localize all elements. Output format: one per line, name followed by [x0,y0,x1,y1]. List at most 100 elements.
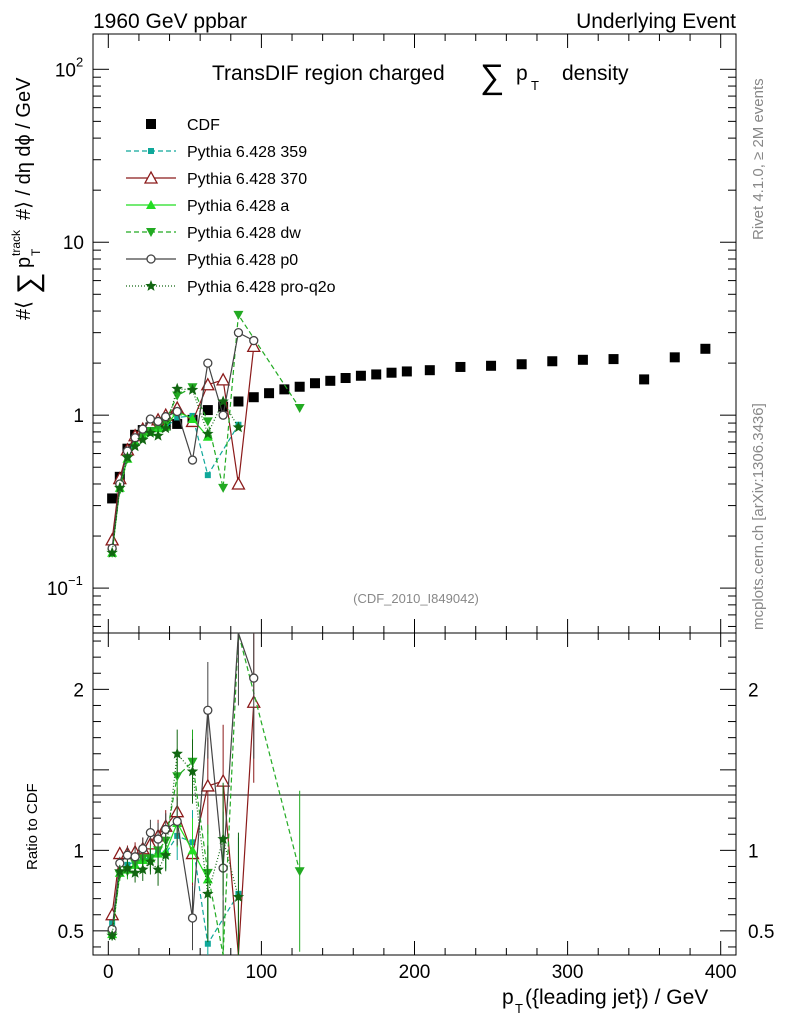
data-point [233,310,244,320]
legend-marker [146,119,156,129]
ratio-line [111,632,301,956]
data-point [172,391,183,401]
data-point [216,372,231,386]
data-point [231,476,246,490]
data-point [401,366,412,377]
ratio-point [217,833,229,844]
ratio-point [152,863,164,875]
ratio-point [187,913,198,923]
title-t-subscript: T [531,78,539,93]
event-type-label: Underlying Event [576,10,736,33]
ratio-point [160,849,172,860]
series-pythia-6-428-359 [109,412,242,547]
data-point [455,361,466,372]
ratio-point [138,844,148,854]
y-axis-label: #⟨ ∑ p T track #⟩ / dη dϕ / GeV [9,77,45,320]
data-point [144,426,157,438]
legend: CDF Pythia 6.428 359 Pythia 6.428 370 Py… [126,117,336,296]
ratio-point [137,863,149,875]
ratio-line [111,702,255,956]
series-pythia-6-428-370 [105,338,261,546]
y-label-track: track [9,229,23,256]
data-point [202,417,213,427]
data-point [172,406,182,417]
data-point [309,378,320,389]
data-point [161,412,171,422]
legend-marker [148,148,154,154]
main-series-layer [105,310,711,558]
x-tick-label-4: 400 [705,962,737,983]
ratio-point [145,827,156,838]
y-label-t: T [29,248,43,256]
ratio-tick-label-right: 2 [748,680,759,701]
legend-label-a: Pythia 6.428 a [187,198,289,215]
ratio-tick-label-left: 2 [73,680,84,701]
x-label-rest: ({leading jet}) / GeV [525,986,708,1009]
data-point [279,384,290,395]
data-point [424,365,435,376]
data-point [608,354,619,365]
ratio-point [122,850,133,860]
data-point [138,424,148,434]
y-tick-label-0.1: 10 −1 [47,573,83,600]
data-point [700,343,711,354]
legend-label-359: Pythia 6.428 359 [187,144,307,161]
ratio-point [204,940,211,947]
data-point [233,328,244,338]
ratio-point [130,852,140,862]
data-point [232,421,245,433]
ratio-point [203,705,213,715]
data-point [187,455,198,465]
data-point [174,414,181,421]
ratio-point [232,891,245,902]
ratio-point [187,845,198,855]
ratio-panel-frame [92,632,737,956]
y-tick-exp: 2 [76,54,83,69]
legend-label-cdf: CDF [187,117,220,134]
data-point [294,381,305,392]
data-point [106,546,118,558]
x-label-p: p [502,986,514,1009]
ratio-point [129,866,141,878]
y-tick-exp: −1 [68,573,83,588]
data-point [171,382,183,394]
data-point [145,414,156,424]
title-density: density [562,62,629,85]
ratio-tick-labels: 0.5 1 2 0.5 1 2 [58,680,775,943]
ratio-point [202,887,214,899]
y-label-open: #⟨ [13,301,35,320]
ratio-point [114,865,126,877]
legend-marker [146,228,156,237]
data-point [152,429,164,441]
y-label-sum: ∑ [12,273,45,294]
data-point [218,483,229,493]
ratio-tick-label-left: 0.5 [58,922,84,943]
ratio-tick-label-right: 0.5 [748,922,774,943]
legend-label-pro-q2o: Pythia 6.428 pro-q2o [187,279,336,296]
ratio-point [186,765,199,777]
data-point [294,404,305,414]
legend-label-dw: Pythia 6.428 dw [187,225,301,242]
data-point [233,396,244,407]
main-ticks [93,34,736,633]
ratio-y-label: Ratio to CDF [24,783,41,870]
y-tick-label-100: 10 2 [55,54,83,81]
y-tick-labels: 10 2 10 1 10 −1 [47,54,84,600]
ratio-series-pythia-6-428-p0 [107,632,259,951]
data-point [486,360,497,371]
analysis-id: (CDF_2010_I849042) [353,591,479,606]
plot-title: TransDIF region charged ∑ p T density [212,58,629,96]
data-point [203,358,213,368]
data-point [217,395,229,407]
data-point [249,335,259,346]
data-point [218,410,228,420]
data-point [639,374,650,385]
data-point [202,405,213,416]
data-point [186,383,199,395]
data-point [264,388,275,399]
y-tick-base: 10 [63,233,84,254]
ratio-series-pythia-6-428-pro-q2o [106,729,245,955]
data-point [202,427,214,439]
mcplots-label: mcplots.cern.ch [arXiv:1306.3436] [750,403,767,630]
